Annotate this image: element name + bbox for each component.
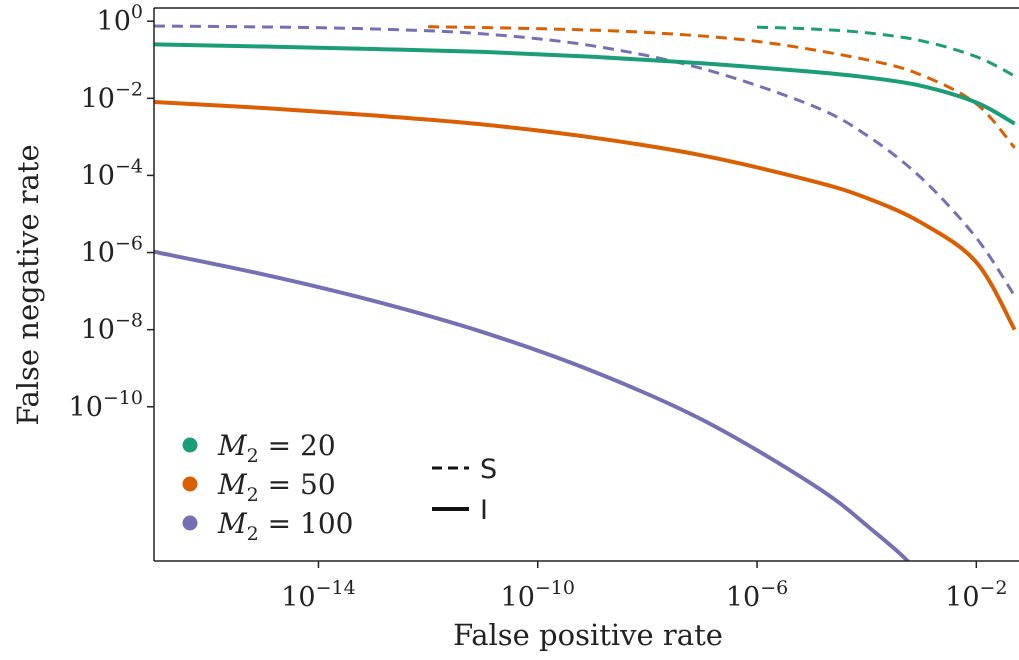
- series-line-group1-I: [154, 100, 1017, 331]
- series-line-group0-I: [154, 42, 1016, 126]
- legend-style-label: I: [480, 495, 488, 526]
- x-tick-label: 10−2: [945, 577, 1007, 613]
- legend-dot: [182, 476, 198, 492]
- x-tick-label: 10−14: [281, 577, 355, 613]
- x-axis-title: False positive rate: [453, 618, 723, 652]
- legend-dot: [182, 437, 198, 453]
- legend-style-label: S: [480, 454, 497, 485]
- series-line-group0-S: [757, 25, 1016, 78]
- x-axis-ticks: 10−14 10−10 10−6 10−2: [281, 561, 1008, 613]
- series-line-group1-S: [428, 25, 1016, 149]
- legend-dot: [182, 515, 198, 531]
- legend-styles: SI: [432, 454, 497, 526]
- y-tick-label: 10−8: [81, 310, 143, 346]
- legend-group-label: M2 = 100: [217, 507, 353, 545]
- legend-group-label: M2 = 20: [217, 429, 336, 467]
- y-tick-label: 10−10: [69, 387, 143, 423]
- y-axis-title: False negative rate: [11, 144, 45, 425]
- y-tick-label: 10−6: [81, 233, 143, 269]
- x-tick-label: 10−10: [501, 577, 575, 613]
- legend-group-label: M2 = 50: [217, 468, 336, 506]
- y-tick-label: 100: [97, 1, 143, 37]
- series-line-group2-I: [154, 249, 911, 561]
- y-axis-ticks: 100 10−2 10−4 10−6 10−8 10−10: [69, 1, 154, 423]
- series-line-group2-S: [154, 24, 1016, 297]
- axes-frame: [153, 7, 1019, 562]
- y-tick-label: 10−4: [81, 155, 143, 191]
- y-tick-label: 10−2: [81, 78, 143, 114]
- series-layer: [154, 24, 1017, 561]
- x-tick-label: 10−6: [726, 577, 788, 613]
